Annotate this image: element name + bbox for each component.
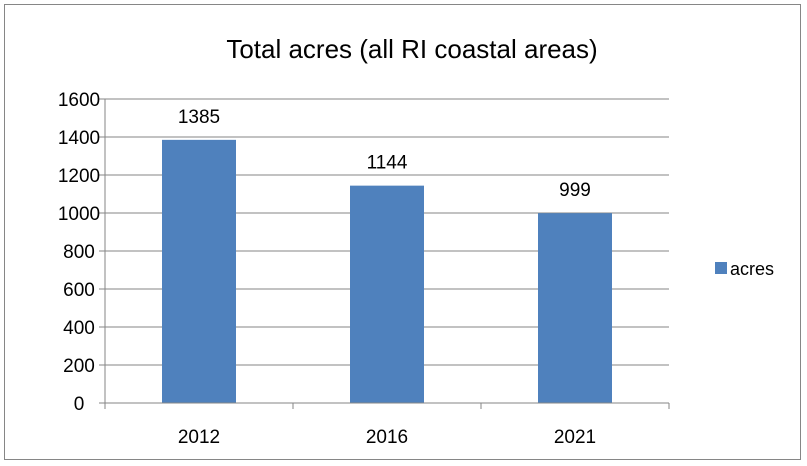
y-tick-label: 1200 xyxy=(58,166,100,187)
legend-swatch-acres xyxy=(715,262,727,274)
bar-2012 xyxy=(162,139,236,403)
y-tick-label: 1600 xyxy=(58,90,100,111)
data-label-2021: 999 xyxy=(559,180,591,201)
bar-2021 xyxy=(538,213,612,403)
legend: acres xyxy=(715,259,774,279)
bars xyxy=(162,139,612,403)
bar-2016 xyxy=(350,185,424,403)
axes xyxy=(104,99,670,409)
x-tick-label: 2021 xyxy=(554,427,596,448)
chart-title: Total acres (all RI coastal areas) xyxy=(226,34,597,64)
y-tick-label: 800 xyxy=(63,242,95,263)
x-axis-labels: 2012 2016 2021 xyxy=(178,427,596,448)
x-tick-label: 2012 xyxy=(178,427,220,448)
x-tick-label: 2016 xyxy=(366,427,408,448)
data-labels: 1385 1144 999 xyxy=(178,107,591,201)
y-axis-ticks: 0 200 400 600 800 1000 1200 1400 1600 xyxy=(58,90,105,415)
data-label-2012: 1385 xyxy=(178,107,220,128)
y-tick-label: 200 xyxy=(63,356,95,377)
y-tick-label: 600 xyxy=(63,280,95,301)
data-label-2016: 1144 xyxy=(367,153,408,174)
y-tick-label: 400 xyxy=(63,318,95,339)
y-tick-label: 1400 xyxy=(58,128,100,149)
y-tick-label: 0 xyxy=(74,394,85,415)
legend-label-acres: acres xyxy=(730,259,774,279)
y-tick-label: 1000 xyxy=(58,204,100,225)
